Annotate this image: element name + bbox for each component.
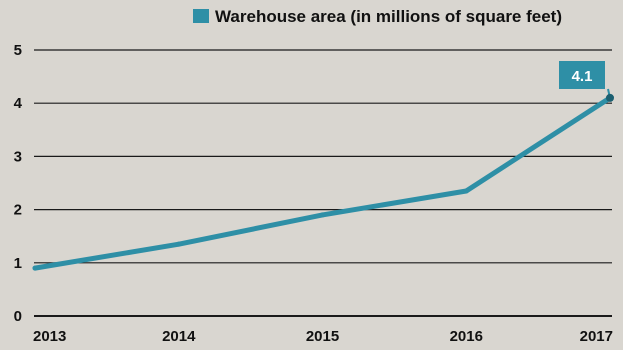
x-tick-label: 2015: [306, 328, 339, 345]
callout-label: 4.1: [572, 68, 593, 85]
series-lines: [33, 95, 613, 270]
x-tick-label: 2016: [450, 328, 483, 345]
legend-label: Warehouse area (in millions of square fe…: [215, 7, 562, 26]
y-axis-tick-labels: 0 1 2 3 4 5: [14, 42, 23, 325]
callout-point: [606, 94, 614, 102]
data-point: [33, 266, 38, 271]
y-tick-label: 4: [14, 95, 23, 112]
x-tick-label: 2014: [162, 328, 196, 345]
y-tick-label: 1: [14, 255, 22, 272]
grid-lines: [34, 50, 612, 316]
data-point: [464, 188, 469, 193]
data-point: [176, 242, 181, 247]
y-tick-label: 2: [14, 202, 22, 219]
legend: Warehouse area (in millions of square fe…: [193, 7, 562, 26]
x-tick-label: 2017: [580, 328, 613, 345]
legend-swatch: [193, 9, 209, 23]
series-line: [35, 98, 610, 268]
data-point: [320, 212, 325, 217]
y-tick-label: 0: [14, 308, 22, 325]
y-tick-label: 3: [14, 148, 22, 165]
x-tick-label: 2013: [33, 328, 66, 345]
x-axis-tick-labels: 2013 2014 2015 2016 2017: [33, 328, 613, 345]
y-tick-label: 5: [14, 42, 22, 59]
value-callout: 4.1: [559, 61, 614, 102]
